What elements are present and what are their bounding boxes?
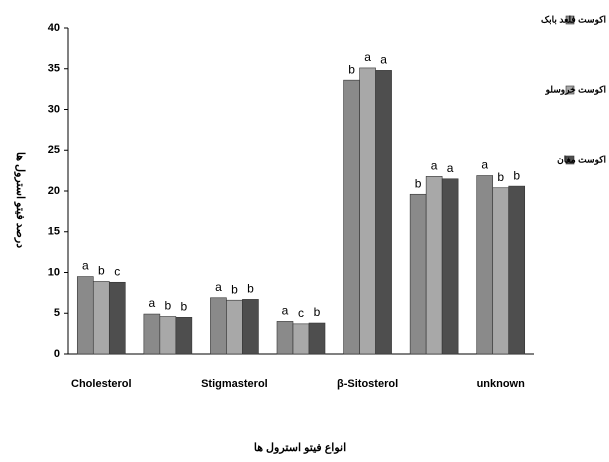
bar [143, 313, 161, 355]
y-tick-label: 35 [48, 63, 60, 75]
y-tick-label: 25 [48, 144, 60, 156]
bar [276, 321, 294, 355]
y-tick-label: 40 [48, 22, 60, 34]
bar [409, 193, 427, 355]
significance-letter: b [165, 299, 172, 313]
significance-letter: b [415, 176, 422, 190]
significance-letter: a [215, 280, 222, 294]
x-tick-label: unknown [477, 378, 526, 390]
bar [210, 297, 227, 355]
bar [76, 276, 94, 355]
bar [508, 185, 526, 355]
bar [242, 299, 259, 355]
significance-letter: a [82, 259, 89, 273]
y-tick-label: 15 [48, 226, 60, 238]
significance-letter: b [181, 299, 188, 313]
bar [226, 299, 243, 355]
legend-label: اکوست مغان [557, 154, 606, 165]
y-tick-label: 20 [48, 185, 60, 197]
significance-letter: b [348, 62, 355, 76]
significance-letter: b [98, 264, 105, 278]
bar [108, 281, 126, 355]
bar [492, 187, 510, 355]
y-axis-label: درصد فیتو استرول ها [14, 152, 26, 248]
significance-letter: a [431, 159, 438, 173]
bar [425, 176, 443, 355]
bar [292, 323, 310, 355]
significance-letter: a [447, 161, 454, 175]
bar [159, 316, 177, 355]
significance-letter: b [314, 305, 321, 319]
y-tick-label: 0 [54, 348, 60, 360]
significance-letter: c [298, 306, 304, 320]
bar [175, 317, 193, 355]
y-tick-label: 10 [48, 266, 60, 278]
significance-letter: b [231, 282, 238, 296]
y-tick-label: 30 [48, 103, 60, 115]
bar [308, 322, 326, 355]
bar [375, 70, 392, 355]
significance-letter: b [247, 282, 254, 296]
x-axis-label: انواع فیتو استرول ها [254, 442, 346, 454]
bar [441, 178, 459, 355]
x-tick-label: Stigmasterol [201, 378, 268, 390]
bar [476, 175, 494, 355]
legend-label: اکوست فلعد بابک [541, 14, 606, 25]
significance-letter: a [380, 53, 387, 67]
significance-letter: a [149, 296, 156, 310]
legend-swatch [565, 155, 575, 165]
legend-label: اکوست خروسلو [545, 84, 606, 95]
y-tick-label: 5 [54, 307, 60, 319]
significance-letter: a [364, 50, 371, 64]
x-tick-label: Cholesterol [71, 378, 132, 390]
bar [92, 281, 110, 355]
x-tick-label: β-Sitosterol [337, 378, 398, 390]
legend-swatch [565, 15, 575, 25]
significance-letter: a [481, 158, 488, 172]
legend-swatch [565, 85, 575, 95]
significance-letter: c [114, 264, 120, 278]
significance-letter: a [282, 304, 289, 318]
bar [359, 67, 376, 355]
significance-letter: b [497, 170, 504, 184]
significance-letter: b [513, 168, 520, 182]
bar [343, 79, 360, 355]
